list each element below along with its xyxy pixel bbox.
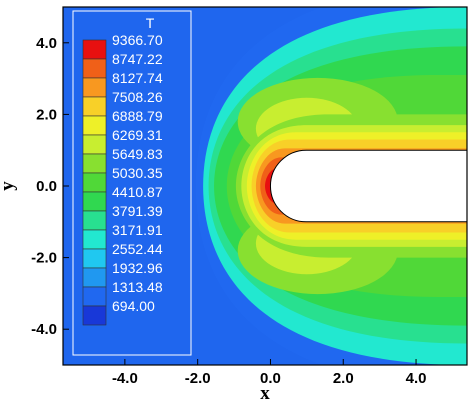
- legend-frame: [72, 10, 192, 356]
- legend-swatch: [82, 115, 107, 136]
- legend-swatch: [82, 305, 107, 326]
- legend-label: 6888.79: [112, 108, 163, 124]
- legend-items: 9366.70 8747.22 8127.74 7508.26 6888.79 6269.…: [82, 32, 163, 326]
- legend-label: 4410.87: [112, 184, 163, 200]
- legend-label: 1313.48: [112, 279, 163, 295]
- y-axis-ticks: 4.0 2.0 0.0 -2.0 -4.0: [31, 35, 69, 338]
- legend-label: 5649.83: [112, 146, 163, 162]
- plot-area: [63, 7, 467, 365]
- y-tick-label: -2.0: [31, 250, 57, 267]
- legend-swatch: [82, 191, 107, 212]
- legend-swatch: [82, 77, 107, 98]
- legend-label: 5030.35: [112, 165, 163, 181]
- legend-label: 9366.70: [112, 32, 163, 48]
- legend-swatch: [82, 134, 107, 155]
- legend-swatch: [82, 286, 107, 307]
- legend-swatch: [82, 172, 107, 193]
- legend-label: 2552.44: [112, 241, 163, 257]
- x-axis-title: x: [260, 383, 270, 403]
- legend-label: 3791.39: [112, 203, 163, 219]
- legend-label: 8127.74: [112, 70, 163, 86]
- legend-label: 6269.31: [112, 127, 163, 143]
- legend-swatch: [82, 210, 107, 231]
- legend-label: 7508.26: [112, 89, 163, 105]
- legend-label: 8747.22: [112, 51, 163, 67]
- legend-label: 694.00: [112, 298, 155, 314]
- legend: T 9366.70 8747.22 8127.74 7508.26 6888.79 626…: [72, 10, 192, 356]
- y-tick-label: -4.0: [31, 321, 57, 338]
- y-tick-label: 0.0: [36, 178, 57, 195]
- legend-label: 1932.96: [112, 260, 163, 276]
- legend-swatch: [82, 229, 107, 250]
- legend-title: T: [146, 15, 155, 31]
- legend-swatch: [82, 153, 107, 174]
- x-tick-label: -2.0: [185, 370, 211, 387]
- x-tick-label: 0.0: [260, 370, 281, 387]
- y-tick-label: 2.0: [36, 106, 57, 123]
- legend-swatch: [82, 96, 107, 117]
- legend-label: 3171.91: [112, 222, 163, 238]
- y-axis-title: y: [0, 181, 18, 191]
- x-tick-label: 2.0: [333, 370, 354, 387]
- slab-body: [270, 149, 467, 223]
- legend-swatch: [82, 248, 107, 269]
- x-tick-label: -4.0: [112, 370, 138, 387]
- x-tick-label: 4.0: [406, 370, 427, 387]
- x-axis-ticks: -4.0 -2.0 0.0 2.0 4.0: [112, 359, 427, 387]
- legend-swatch: [82, 267, 107, 288]
- legend-swatch: [82, 58, 107, 79]
- y-tick-label: 4.0: [36, 35, 57, 52]
- legend-swatch: [82, 39, 107, 60]
